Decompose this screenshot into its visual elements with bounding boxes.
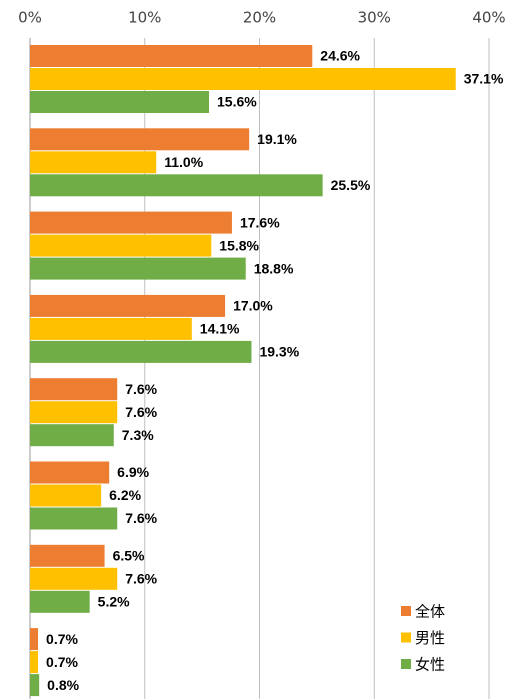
value-label: 7.6%	[125, 510, 157, 526]
bar	[30, 461, 110, 484]
value-label: 7.6%	[125, 404, 157, 420]
value-label: 0.7%	[46, 654, 78, 670]
bar	[30, 401, 118, 424]
value-label: 18.8%	[254, 260, 294, 276]
legend-swatch	[401, 632, 411, 643]
bar	[30, 151, 157, 174]
bar	[30, 484, 102, 507]
bar	[30, 628, 39, 651]
x-tick-label: 0%	[18, 9, 42, 27]
bar	[30, 68, 456, 90]
x-tick-label: 40%	[472, 9, 505, 27]
value-label: 0.8%	[47, 677, 79, 693]
bar	[30, 378, 118, 401]
value-label: 14.1%	[200, 321, 240, 337]
value-label: 6.5%	[113, 548, 145, 564]
value-label: 17.0%	[233, 298, 273, 314]
x-tick-label: 10%	[128, 9, 161, 27]
value-label: 7.6%	[125, 381, 157, 397]
bar	[30, 45, 313, 67]
bar	[30, 234, 212, 257]
value-label: 37.1%	[464, 71, 504, 87]
value-label: 11.0%	[164, 154, 203, 170]
value-label: 25.5%	[331, 177, 371, 193]
bar	[30, 91, 210, 113]
value-label: 19.3%	[259, 344, 299, 360]
bar	[30, 257, 246, 280]
value-label: 15.6%	[217, 94, 257, 110]
bar	[30, 674, 40, 697]
bar	[30, 211, 232, 234]
bar	[30, 174, 323, 197]
bar	[30, 128, 250, 151]
bar	[30, 567, 118, 590]
legend-label: 女性	[415, 656, 445, 674]
bar	[30, 590, 90, 613]
value-label: 24.6%	[320, 48, 360, 64]
value-label: 5.2%	[98, 594, 130, 610]
value-label: 17.6%	[240, 214, 280, 230]
value-label: 6.9%	[117, 464, 149, 480]
value-label: 6.2%	[109, 487, 141, 503]
legend-label: 全体	[415, 603, 445, 621]
value-label: 0.7%	[46, 631, 78, 647]
value-label: 15.8%	[219, 237, 259, 253]
bar	[30, 507, 118, 530]
value-label: 7.6%	[125, 571, 157, 587]
x-tick-label: 30%	[358, 9, 391, 27]
bar	[30, 651, 39, 674]
bar	[30, 544, 105, 567]
value-label: 19.1%	[257, 131, 297, 147]
x-tick-label: 20%	[243, 9, 276, 27]
bar	[30, 294, 226, 317]
bar	[30, 317, 192, 340]
value-label: 7.3%	[122, 427, 154, 443]
bar	[30, 424, 114, 447]
legend-label: 男性	[415, 629, 445, 647]
bar	[30, 340, 252, 363]
legend-swatch	[401, 606, 411, 616]
legend-swatch	[401, 659, 411, 669]
